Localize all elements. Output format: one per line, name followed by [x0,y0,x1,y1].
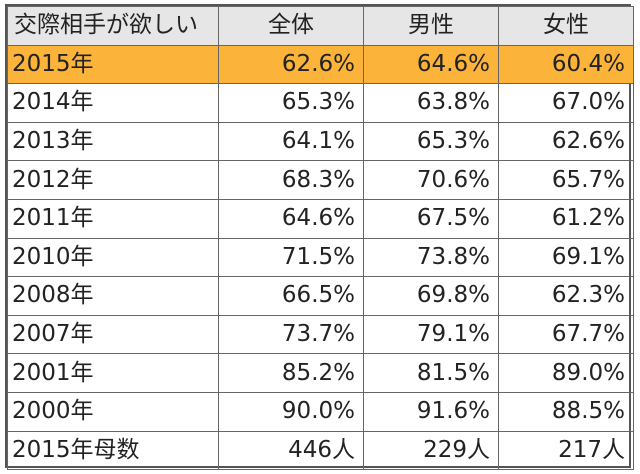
cell-female: 65.7% [498,160,634,200]
data-table: 交際相手が欲しい 全体 男性 女性 2015年 62.6% 64.6% 60.4… [7,6,634,471]
row-label: 2011年 [7,198,219,239]
cell-female: 217人 [498,430,634,471]
cell-male: 64.6% [363,44,499,85]
cell-male: 70.6% [363,160,499,200]
table-row: 2001年 85.2% 81.5% 89.0% [7,353,634,393]
cell-female: 67.7% [498,314,634,355]
row-label: 2007年 [7,314,219,355]
row-label: 2013年 [7,121,219,162]
cell-total: 66.5% [218,276,364,316]
cell-female: 88.5% [498,391,634,432]
table-row: 2011年 64.6% 67.5% 61.2% [7,198,634,239]
cell-male: 229人 [363,430,499,471]
cell-total: 446人 [218,430,364,471]
cell-male: 65.3% [363,121,499,162]
cell-male: 63.8% [363,83,499,123]
header-female: 女性 [498,6,634,46]
row-label: 2000年 [7,391,219,432]
row-label: 2008年 [7,276,219,316]
header-row: 交際相手が欲しい 全体 男性 女性 [7,6,634,46]
table-row-sample-size: 2015年母数 446人 229人 217人 [7,430,634,471]
cell-female: 60.4% [498,44,634,85]
row-label: 2010年 [7,237,219,278]
cell-female: 89.0% [498,353,634,393]
cell-total: 71.5% [218,237,364,278]
table-row: 2012年 68.3% 70.6% 65.7% [7,160,634,200]
row-label: 2015年母数 [7,430,219,471]
cell-male: 67.5% [363,198,499,239]
table-row-highlighted: 2015年 62.6% 64.6% 60.4% [7,44,634,85]
cell-total: 65.3% [218,83,364,123]
cell-female: 69.1% [498,237,634,278]
table-row: 2013年 64.1% 65.3% 62.6% [7,121,634,162]
row-label: 2001年 [7,353,219,393]
header-category: 交際相手が欲しい [7,6,219,46]
cell-total: 64.1% [218,121,364,162]
header-total: 全体 [218,6,364,46]
cell-female: 62.6% [498,121,634,162]
cell-male: 81.5% [363,353,499,393]
row-label: 2014年 [7,83,219,123]
cell-total: 64.6% [218,198,364,239]
data-table-container: 交際相手が欲しい 全体 男性 女性 2015年 62.6% 64.6% 60.4… [5,4,634,471]
row-label: 2012年 [7,160,219,200]
header-male: 男性 [363,6,499,46]
cell-male: 73.8% [363,237,499,278]
cell-total: 68.3% [218,160,364,200]
cell-total: 73.7% [218,314,364,355]
cell-female: 61.2% [498,198,634,239]
table-header: 交際相手が欲しい 全体 男性 女性 [7,6,634,46]
row-label: 2015年 [7,44,219,85]
cell-total: 90.0% [218,391,364,432]
cell-female: 67.0% [498,83,634,123]
table-row: 2008年 66.5% 69.8% 62.3% [7,276,634,316]
cell-male: 69.8% [363,276,499,316]
cell-total: 62.6% [218,44,364,85]
cell-male: 79.1% [363,314,499,355]
cell-male: 91.6% [363,391,499,432]
cell-female: 62.3% [498,276,634,316]
table-row: 2014年 65.3% 63.8% 67.0% [7,83,634,123]
table-row: 2010年 71.5% 73.8% 69.1% [7,237,634,278]
table-row: 2007年 73.7% 79.1% 67.7% [7,314,634,355]
table-row: 2000年 90.0% 91.6% 88.5% [7,391,634,432]
table-body: 2015年 62.6% 64.6% 60.4% 2014年 65.3% 63.8… [7,44,634,471]
cell-total: 85.2% [218,353,364,393]
